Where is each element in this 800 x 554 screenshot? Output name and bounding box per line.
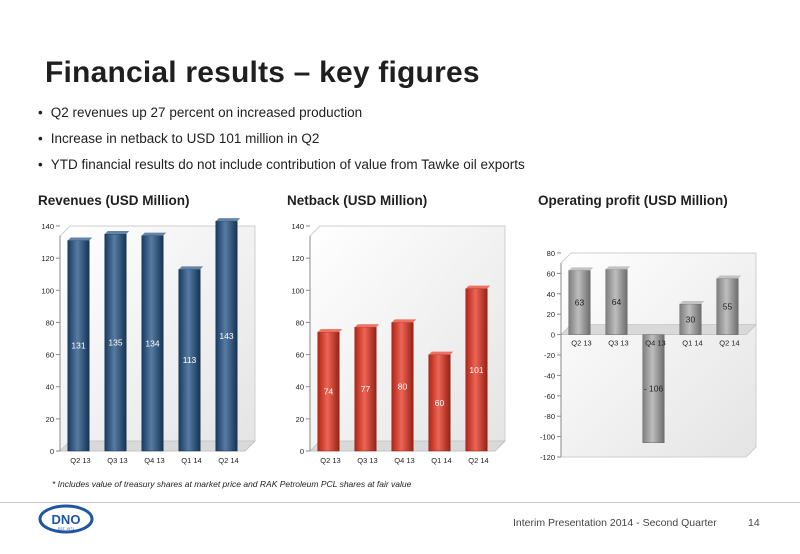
netback-chart: 0 20 40 60 80 100 120 140 74 Q2 13 77 Q3 13 80 Q4 13 6… xyxy=(291,222,506,465)
y-tick-label: 40 xyxy=(547,290,555,299)
bar xyxy=(605,269,628,335)
bar-data-label: 55 xyxy=(723,302,733,312)
bar xyxy=(215,220,238,452)
footnote: * Includes value of treasury shares at m… xyxy=(52,479,412,489)
y-tick-label: 0 xyxy=(50,447,54,456)
bar-cap xyxy=(568,267,594,271)
y-tick-label: 0 xyxy=(551,331,555,340)
bar-data-label: 135 xyxy=(108,338,122,348)
y-tick-label: 120 xyxy=(291,254,304,263)
footer-divider xyxy=(0,502,800,503)
bar-cap xyxy=(354,324,380,328)
x-tick-label: Q2 14 xyxy=(218,456,238,465)
revenues-chart-title: Revenues (USD Million) xyxy=(38,193,190,208)
y-tick-label: 120 xyxy=(41,254,54,263)
bullet-item: Increase in netback to USD 101 million i… xyxy=(38,130,525,156)
bar-data-label: 30 xyxy=(686,314,696,324)
bar-cap xyxy=(391,319,417,323)
y-tick-label: 60 xyxy=(547,269,555,278)
x-tick-label: Q2 13 xyxy=(70,456,90,465)
bar-data-label: 131 xyxy=(71,341,85,351)
bar-cap xyxy=(178,266,204,270)
y-tick-label: 40 xyxy=(46,383,54,392)
bar-cap xyxy=(428,351,454,355)
x-tick-label: Q4 13 xyxy=(394,456,414,465)
bar-cap xyxy=(67,237,93,241)
x-tick-label: Q4 13 xyxy=(144,456,164,465)
x-tick-label: Q2 13 xyxy=(320,456,340,465)
bar xyxy=(465,288,488,452)
bar xyxy=(104,233,127,452)
bar-cap xyxy=(141,232,167,236)
x-tick-label: Q2 14 xyxy=(468,456,488,465)
y-tick-label: 20 xyxy=(547,310,555,319)
operating-profit-chart-title: Operating profit (USD Million) xyxy=(538,193,728,208)
y-tick-label: 60 xyxy=(46,351,54,360)
x-tick-label: Q4 13 xyxy=(645,339,665,348)
dno-logo: DNO EST. 1971 xyxy=(38,504,94,534)
y-tick-label: 140 xyxy=(41,222,54,231)
bar-data-label: 63 xyxy=(575,297,585,307)
bar-data-label: 74 xyxy=(324,387,334,397)
x-tick-label: Q3 13 xyxy=(608,339,628,348)
bar-cap xyxy=(679,301,705,304)
footer-presentation-title: Interim Presentation 2014 - Second Quart… xyxy=(513,517,717,529)
bar-cap xyxy=(716,275,742,279)
logo-subtext: EST. 1971 xyxy=(58,527,74,531)
bar-data-label: 80 xyxy=(398,382,408,392)
y-tick-label: 100 xyxy=(41,286,54,295)
bullet-item: YTD financial results do not include con… xyxy=(38,156,525,182)
bar-data-label: 64 xyxy=(612,297,622,307)
bar-cap xyxy=(317,329,343,333)
revenues-chart: 0 20 40 60 80 100 120 140 131 Q2 13 135 Q3 13 134 Q4 … xyxy=(41,218,256,465)
x-tick-label: Q3 13 xyxy=(107,456,127,465)
logo-text: DNO xyxy=(52,512,81,527)
x-tick-label: Q1 14 xyxy=(181,456,201,465)
x-tick-label: Q2 13 xyxy=(571,339,591,348)
bullet-item: Q2 revenues up 27 percent on increased p… xyxy=(38,104,525,130)
y-tick-label: 140 xyxy=(291,222,304,231)
bar-data-label: 134 xyxy=(145,338,159,348)
slide-title: Financial results – key figures xyxy=(45,56,480,89)
y-tick-label: 80 xyxy=(296,318,304,327)
y-tick-label: 100 xyxy=(291,286,304,295)
x-tick-label: Q1 14 xyxy=(682,339,702,348)
y-tick-label: 0 xyxy=(300,447,304,456)
bar-data-label: 113 xyxy=(183,355,197,365)
bar-cap xyxy=(465,285,491,289)
netback-chart-title: Netback (USD Million) xyxy=(287,193,428,208)
y-tick-label: -120 xyxy=(540,453,555,462)
y-tick-label: 80 xyxy=(547,249,555,258)
bar-cap xyxy=(605,266,631,270)
bar-data-label: 101 xyxy=(469,365,483,375)
y-tick-label: -100 xyxy=(540,433,555,442)
x-tick-label: Q2 14 xyxy=(719,339,739,348)
y-tick-label: -80 xyxy=(544,412,555,421)
bar-data-label: 60 xyxy=(435,398,445,408)
bullet-list: Q2 revenues up 27 percent on increased p… xyxy=(38,104,525,182)
y-tick-label: -40 xyxy=(544,371,555,380)
bar-data-label: 143 xyxy=(219,331,233,341)
y-tick-label: 20 xyxy=(46,415,54,424)
bar xyxy=(642,334,665,443)
bar-cap xyxy=(215,218,241,222)
bar xyxy=(391,322,414,452)
bar-data-label: - 106 xyxy=(644,384,664,394)
bar-data-label: 77 xyxy=(361,384,371,394)
y-tick-label: 80 xyxy=(46,318,54,327)
y-tick-label: -60 xyxy=(544,392,555,401)
y-tick-label: 20 xyxy=(296,415,304,424)
x-tick-label: Q1 14 xyxy=(431,456,451,465)
bar-cap xyxy=(104,231,130,235)
y-tick-label: 60 xyxy=(296,351,304,360)
y-tick-label: -20 xyxy=(544,351,555,360)
page-number: 14 xyxy=(748,517,760,529)
x-tick-label: Q3 13 xyxy=(357,456,377,465)
operating-profit-chart: -120 -100 -80 -60 -40 -20 0 20 40 60 80 63 Q2 13 64 Q3… xyxy=(540,249,757,462)
y-tick-label: 40 xyxy=(296,383,304,392)
